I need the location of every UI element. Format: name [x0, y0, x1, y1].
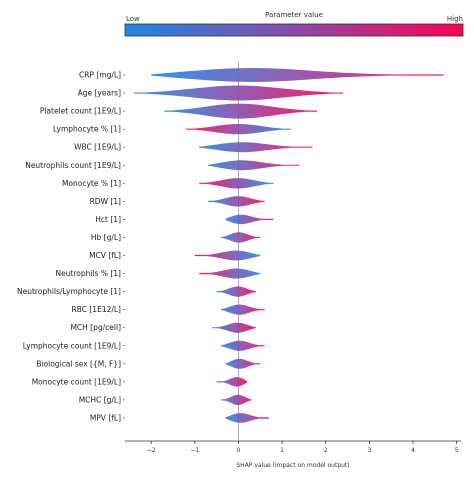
x-tick-label: −2 — [147, 447, 156, 454]
colorbar-gradient — [124, 23, 464, 37]
violin-9 — [225, 214, 274, 225]
feature-label: Monocyte count [1E9/L] — [32, 377, 121, 386]
feature-label: RBC [1E12/L] — [72, 305, 122, 314]
violin-12 — [199, 268, 261, 279]
violin-11 — [194, 250, 261, 261]
feature-label: Monocyte % [1] — [62, 179, 121, 188]
axes — [125, 62, 461, 442]
x-axis-label: SHAP value (impact on model output) — [236, 462, 349, 469]
feature-label: WBC [1E9/L] — [74, 143, 121, 152]
x-tick-label: 2 — [324, 447, 328, 454]
violin-15 — [212, 322, 256, 333]
feature-label: MCV [fL] — [89, 251, 121, 260]
x-tick-label: −1 — [190, 447, 199, 454]
feature-label: Platelet count [1E9/L] — [40, 107, 121, 116]
feature-label: Neutrophils/Lymphocyte [1] — [17, 287, 121, 296]
violin-18 — [216, 377, 248, 387]
violin-20 — [225, 413, 269, 423]
violin-3 — [164, 103, 317, 119]
feature-label: Age [years] — [78, 89, 121, 98]
violin-19 — [221, 394, 252, 406]
feature-label: Lymphocyte % [1] — [53, 125, 121, 134]
violin-14 — [221, 304, 265, 315]
violin-5 — [199, 142, 313, 153]
x-tick-label: 4 — [411, 447, 415, 454]
feature-label: Lymphocyte count [1E9/L] — [23, 341, 121, 350]
violin-1 — [151, 68, 444, 82]
feature-label: Hct [1] — [95, 215, 121, 224]
violin-10 — [221, 232, 261, 243]
colorbar-high-label: High — [447, 15, 463, 23]
feature-label: MCH [pg/cell] — [70, 323, 121, 332]
violin-13 — [216, 286, 256, 297]
feature-label: MPV [fL] — [90, 413, 121, 422]
x-tick-label: 1 — [280, 447, 284, 454]
violin-17 — [225, 358, 261, 369]
beeswarm-violins — [133, 68, 444, 423]
violin-4 — [186, 124, 291, 135]
colorbar-low-label: Low — [126, 15, 140, 23]
feature-label: Hb [g/L] — [91, 233, 121, 242]
colorbar: Parameter value Low High — [124, 11, 464, 37]
violin-7 — [199, 178, 274, 189]
colorbar-title: Parameter value — [265, 11, 323, 19]
feature-label: Neutrophils count [1E9/L] — [25, 161, 121, 170]
feature-label: Neutrophils % [1] — [55, 269, 121, 278]
x-tick-label: 5 — [455, 447, 459, 454]
feature-label: RDW [1] — [90, 197, 121, 206]
feature-label: MCHC [g/L] — [79, 395, 121, 404]
x-ticks: −2 −1 0 1 2 3 4 5 — [147, 441, 459, 454]
violin-8 — [207, 196, 265, 207]
violin-2 — [133, 85, 344, 101]
x-tick-label: 3 — [367, 447, 371, 454]
feature-label: Biological sex [{M, F}] — [36, 359, 121, 368]
feature-labels: CRP [mg/L] Age [years] Platelet count [1E9… — [17, 71, 125, 422]
violin-6 — [207, 160, 300, 171]
violin-16 — [221, 340, 265, 351]
feature-label: CRP [mg/L] — [79, 71, 121, 80]
x-tick-label: 0 — [237, 447, 241, 454]
